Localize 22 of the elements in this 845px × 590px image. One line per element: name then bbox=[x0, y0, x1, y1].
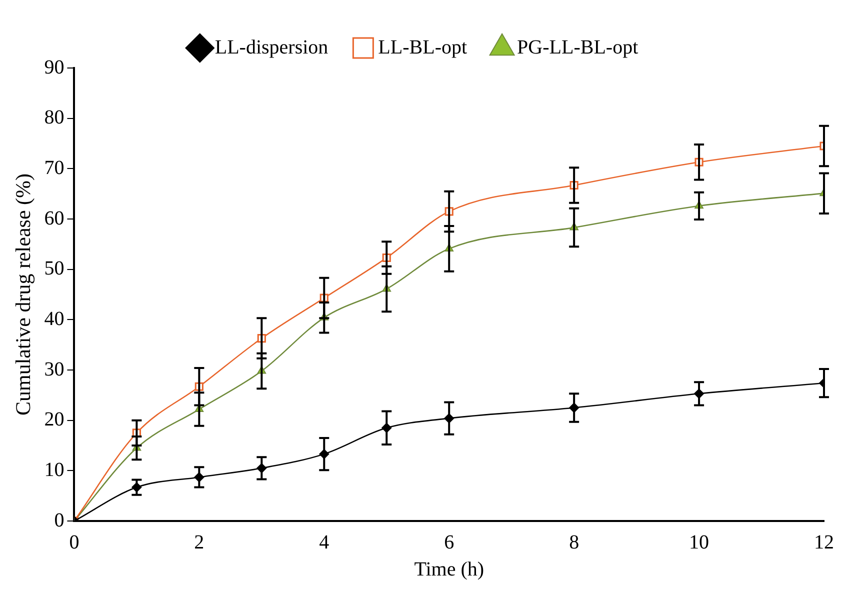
legend-label: LL-dispersion bbox=[214, 36, 328, 58]
y-tick-label: 20 bbox=[44, 408, 64, 431]
y-tick-label: 30 bbox=[44, 358, 64, 380]
x-tick-label: 10 bbox=[689, 531, 710, 554]
y-axis-title: Cumulative drug release (%) bbox=[11, 174, 36, 416]
y-tick-label: 70 bbox=[44, 156, 64, 179]
y-tick-label: 0 bbox=[54, 509, 64, 532]
x-tick-label: 6 bbox=[444, 531, 454, 554]
y-tick-label: 80 bbox=[44, 106, 64, 129]
y-tick-label: 10 bbox=[44, 458, 64, 481]
x-axis-title: Time (h) bbox=[414, 558, 484, 580]
y-tick-label: 40 bbox=[44, 308, 64, 330]
y-tick-label: 90 bbox=[44, 56, 64, 78]
y-tick-label: 60 bbox=[44, 207, 64, 230]
x-tick-label: 0 bbox=[69, 531, 80, 554]
x-tick-label: 4 bbox=[319, 531, 330, 554]
legend-label: PG-LL-BL-opt bbox=[517, 36, 639, 58]
x-tick-label: 2 bbox=[194, 531, 204, 554]
x-tick-label: 8 bbox=[569, 531, 580, 554]
y-tick-label: 50 bbox=[44, 258, 64, 280]
legend-label: LL-BL-opt bbox=[378, 36, 468, 58]
x-tick-label: 12 bbox=[814, 531, 834, 554]
